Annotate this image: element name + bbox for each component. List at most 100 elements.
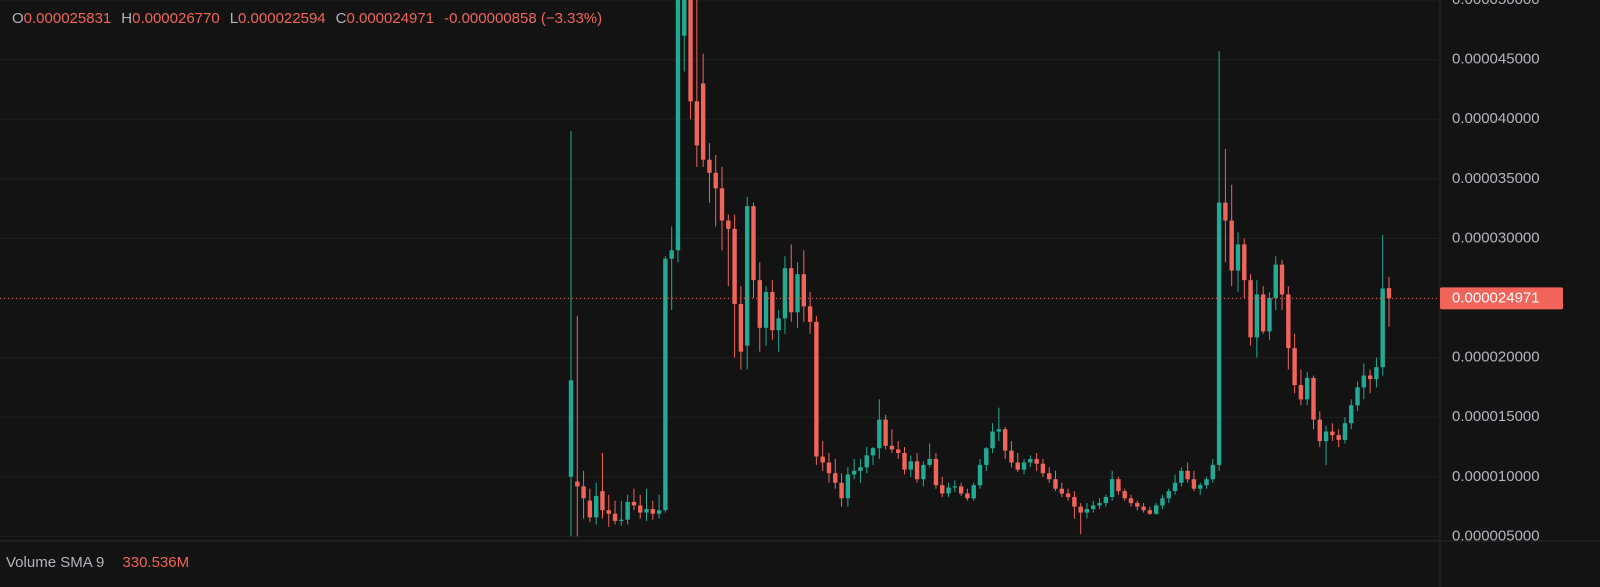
candle-body: [1342, 423, 1348, 440]
open-value: 0.000025831: [23, 10, 112, 27]
candle-body: [1065, 493, 1071, 498]
candle-body: [1279, 264, 1285, 295]
grid: [0, 0, 1440, 537]
price-axis: 0.000005000 0.000010000 0.000015000 0.00002…: [1440, 0, 1563, 544]
candle-body: [1242, 244, 1247, 281]
candle-body: [902, 452, 907, 470]
candle-body: [971, 485, 976, 499]
candle-body: [795, 274, 800, 313]
candle-body: [1223, 202, 1228, 221]
candle-body: [833, 473, 838, 483]
candle-body: [1116, 479, 1121, 492]
candle-body: [625, 501, 630, 520]
candle-body: [1367, 375, 1373, 380]
candle-body: [700, 83, 706, 160]
candle-body: [1323, 431, 1329, 442]
candle-body: [757, 280, 762, 328]
candle-body: [593, 495, 599, 518]
candle-body: [1028, 458, 1033, 463]
candle-body: [977, 464, 983, 486]
candle-body: [612, 513, 618, 521]
candle-body: [1235, 244, 1241, 271]
candle-body: [927, 458, 932, 465]
change: -0.000000858 (−3.33%): [444, 10, 603, 27]
candle-body: [575, 481, 580, 487]
candle-body: [1147, 510, 1153, 514]
candle-body: [914, 461, 920, 480]
candle-body: [826, 462, 832, 474]
candle-body: [707, 159, 712, 173]
candle-body: [1047, 473, 1052, 480]
candle-body: [669, 250, 674, 259]
candle-body: [1198, 485, 1203, 489]
candle-body: [1059, 488, 1064, 494]
volume-value: 330.536M: [122, 554, 190, 571]
candle-body: [600, 491, 605, 511]
candle-body: [1084, 509, 1090, 513]
ohlc-legend: O 0.000025831 H 0.000026770 L 0.000022594 C…: [12, 10, 602, 27]
candle-body: [807, 306, 813, 322]
candle-body: [1191, 479, 1197, 489]
candle-body: [933, 458, 939, 486]
candle-body: [1317, 419, 1322, 442]
candle-body: [587, 500, 593, 518]
candle-body: [1160, 498, 1165, 506]
candle-body: [732, 228, 737, 304]
candle-body: [1166, 491, 1171, 499]
candle-body: [1298, 385, 1304, 400]
candle-body: [870, 448, 876, 456]
candle-body: [650, 509, 655, 514]
volume-title: Volume SMA 9: [6, 554, 105, 571]
candle-body: [606, 510, 611, 514]
candle-body: [763, 292, 769, 328]
candle-body: [1336, 435, 1341, 440]
y-tick-label: 0.000035000: [1452, 170, 1540, 187]
y-tick-label: 0.000010000: [1452, 468, 1540, 485]
candle-body: [864, 455, 869, 468]
candle-body: [1248, 280, 1253, 338]
candle-body: [694, 101, 700, 146]
candle-body: [1267, 298, 1272, 332]
candle-body: [619, 519, 624, 521]
candle-body: [1229, 220, 1234, 271]
candle-body: [839, 482, 844, 499]
candle-body: [952, 486, 958, 488]
candle-body: [1097, 503, 1102, 506]
candle-body: [883, 419, 888, 446]
candle-body: [1091, 505, 1096, 510]
y-tick-label: 0.000030000: [1452, 229, 1540, 246]
candle-body: [581, 486, 586, 499]
candle-body: [688, 0, 693, 102]
low-value: 0.000022594: [238, 10, 326, 27]
candle-body: [1210, 464, 1216, 480]
close-value: 0.000024971: [346, 10, 435, 27]
y-tick-label: 0.000040000: [1452, 110, 1540, 127]
candle-body: [1185, 470, 1190, 480]
candle-body: [1216, 202, 1222, 465]
candle-body: [789, 268, 794, 313]
candle-body: [820, 456, 825, 463]
last-price-label: 0.000024971: [1452, 289, 1540, 306]
candle-body: [1380, 288, 1385, 368]
candle-body: [656, 510, 662, 514]
candle-body: [1254, 294, 1260, 338]
candle-body: [1009, 450, 1014, 463]
candle-body: [946, 487, 951, 494]
candle-body: [877, 419, 882, 449]
candle-body: [1311, 377, 1316, 420]
candle-body: [801, 274, 807, 307]
candle-body: [851, 470, 857, 475]
candle-body: [751, 206, 756, 281]
candle-body: [713, 172, 718, 189]
candle-body: [1292, 348, 1297, 386]
candle-body: [1128, 498, 1134, 504]
high-value: 0.000026770: [132, 10, 220, 27]
candle-body: [1386, 288, 1392, 299]
candle-body: [896, 449, 901, 453]
candle-body: [1141, 506, 1146, 511]
candle-body: [965, 493, 970, 499]
candle-body: [814, 321, 819, 457]
candle-body: [1172, 482, 1178, 492]
